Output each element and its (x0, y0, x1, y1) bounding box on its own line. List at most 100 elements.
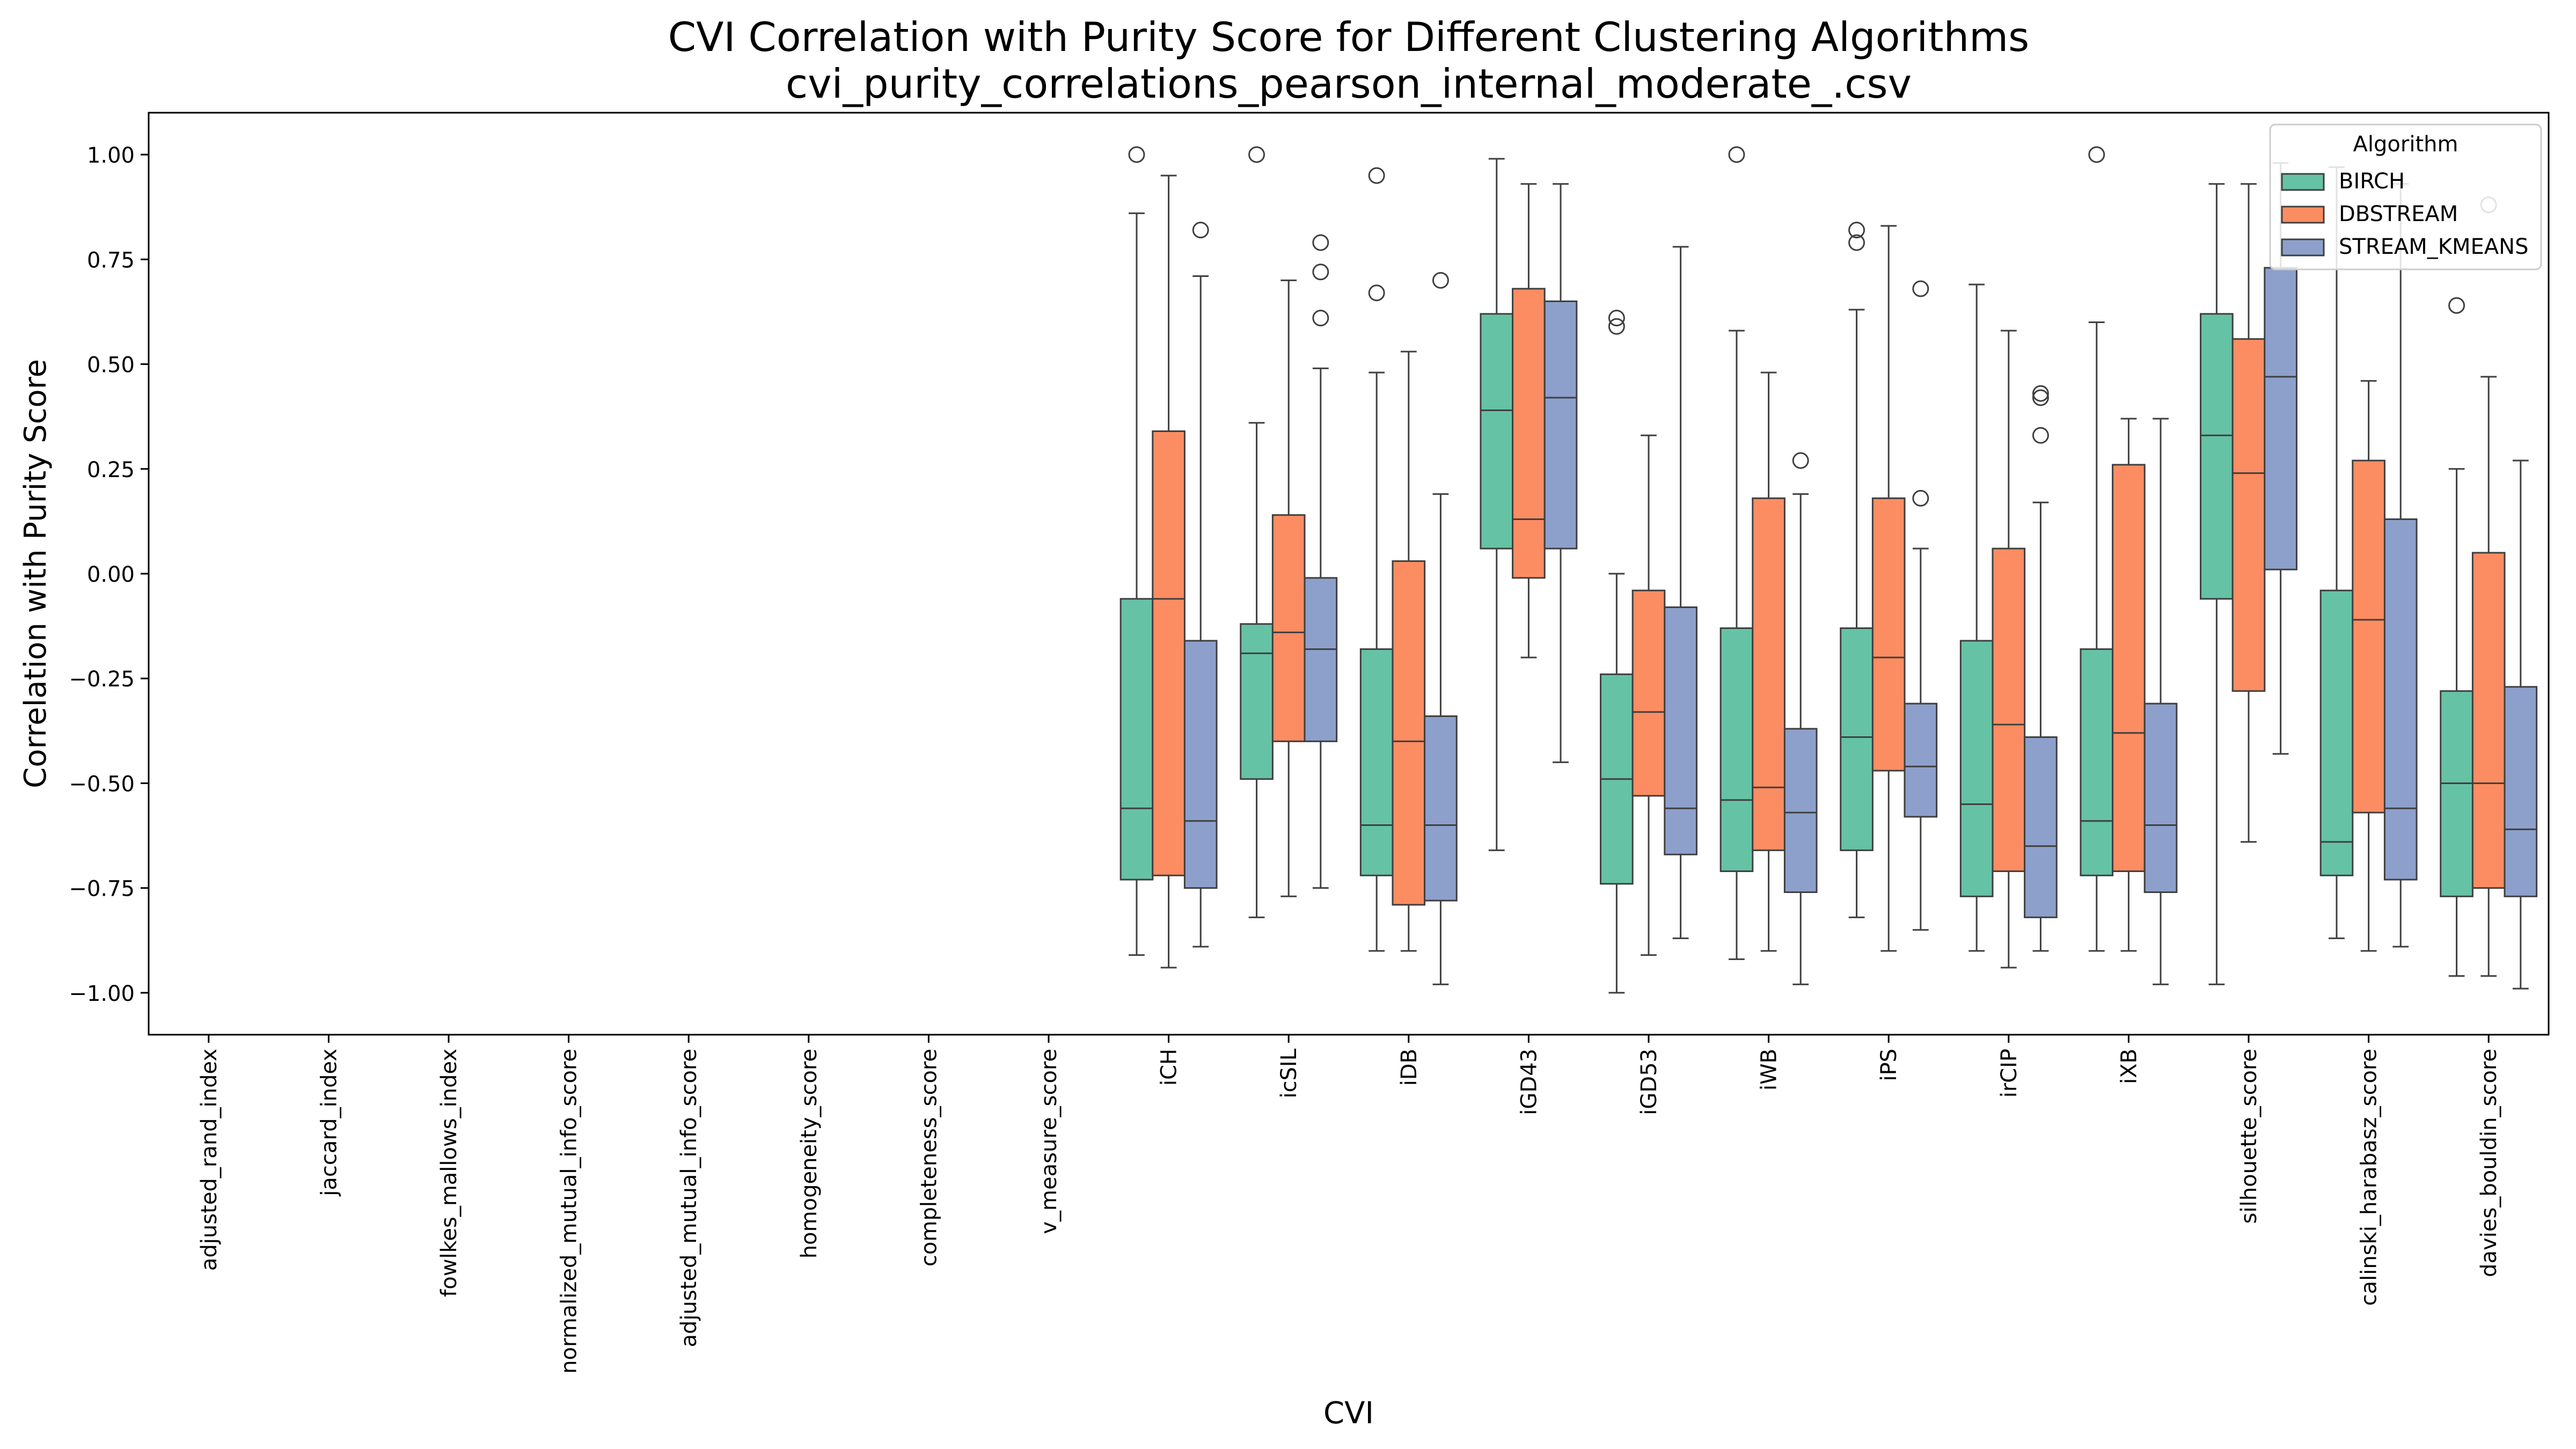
box-iqr (2504, 686, 2538, 897)
box-iqr (1480, 313, 1514, 550)
box-iqr (1183, 640, 1218, 889)
outlier-point (1848, 222, 1865, 239)
chart-title: CVI Correlation with Purity Score for Di… (668, 13, 2030, 61)
x-tick-label: iDB (1397, 1049, 1422, 1086)
legend-frame (2269, 123, 2542, 270)
y-tick-label: 0.00 (87, 562, 135, 587)
box-birch (2319, 166, 2354, 939)
box-dbstream (1631, 434, 1666, 956)
box-dbstream (2352, 380, 2385, 952)
x-tick-label: iPS (1877, 1049, 1901, 1081)
box-iqr (2264, 267, 2297, 570)
box-iqr (2080, 648, 2114, 876)
outlier-point (1792, 452, 1809, 469)
outlier-point (1312, 234, 1329, 251)
x-tick-label: irCIP (1997, 1049, 2022, 1097)
box-dbstream (2471, 196, 2506, 977)
box-dbstream (2231, 183, 2266, 843)
x-tick-label: normalized_mutual_info_score (557, 1049, 582, 1374)
box-birch (2200, 183, 2234, 985)
box-iqr (2143, 702, 2178, 893)
legend-label: BIRCH (2339, 169, 2405, 194)
outlier-point (1368, 284, 1385, 302)
box-stream-kmeans (2143, 418, 2178, 985)
outlier-point (1848, 234, 1865, 251)
box-iqr (1631, 589, 1666, 797)
box-stream-kmeans (1783, 452, 1818, 985)
chart-subtitle: cvi_purity_correlations_pearson_internal… (786, 60, 1912, 107)
x-tick-label: iWB (1757, 1049, 1782, 1091)
x-tick-label: fowlkes_mallows_index (437, 1049, 462, 1297)
y-axis-label: Correlation with Purity Score (18, 359, 53, 788)
x-axis-label: CVI (1323, 1396, 1374, 1431)
outlier-point (2032, 385, 2049, 402)
outlier-point (1608, 310, 1625, 327)
box-stream-kmeans (2024, 385, 2058, 952)
box-iqr (1271, 514, 1306, 742)
box-birch (1119, 146, 1154, 956)
outlier-point (1248, 146, 1265, 163)
plot-area: −1.00 −0.75 −0.50 −0.25 0.00 0.25 0.50 0.75 1.00… (69, 143, 2538, 1374)
box-birch (1959, 283, 1994, 952)
axes-frame (148, 112, 2550, 1036)
x-tick-label: adjusted_rand_index (197, 1049, 222, 1271)
box-dbstream (1392, 350, 1426, 952)
box-iqr (1783, 728, 1818, 893)
x-tick-label: icSIL (1277, 1048, 1301, 1098)
box-dbstream (1271, 279, 1306, 897)
box-iqr (1359, 648, 1394, 876)
box-stream-kmeans (1904, 280, 1938, 931)
y-tick-label: 0.25 (87, 458, 135, 482)
box-dbstream (1512, 183, 1546, 658)
x-tick-label: iGD53 (1637, 1049, 1662, 1115)
box-dbstream (1992, 330, 2026, 969)
box-iqr (1392, 560, 1426, 906)
outlier-point (1128, 146, 1145, 163)
box-iqr (2440, 690, 2473, 897)
x-tick-label: v_measure_score (1037, 1049, 1062, 1234)
box-birch (2440, 297, 2473, 977)
box-iqr (1719, 627, 1754, 872)
y-tick-label: −0.50 (69, 772, 135, 796)
box-birch (1719, 146, 1754, 960)
legend: Algorithm BIRCH DBSTREAM STREAM_KMEANS (2269, 123, 2542, 270)
legend-title: Algorithm (2353, 132, 2458, 157)
box-iqr (1152, 430, 1185, 876)
box-iqr (1240, 623, 1274, 780)
outlier-point (1608, 318, 1625, 335)
box-iqr (1512, 288, 1546, 579)
box-dbstream (1871, 225, 1906, 952)
box-birch (1240, 146, 1274, 918)
box-stream-kmeans (1183, 222, 1218, 948)
box-dbstream (2112, 418, 2146, 952)
outlier-point (1432, 272, 1449, 289)
x-tick-label: jaccard_index (317, 1049, 341, 1197)
outlier-point (1312, 310, 1329, 327)
outlier-point (1368, 167, 1385, 184)
y-tick-label: −0.25 (69, 667, 135, 692)
box-stream-kmeans (1543, 183, 1578, 763)
box-stream-kmeans (2504, 459, 2538, 990)
outlier-point (2032, 389, 2049, 406)
x-tick-label: iCH (1157, 1049, 1182, 1086)
box-iqr (2471, 552, 2506, 889)
box-iqr (1959, 640, 1994, 897)
box-iqr (2319, 589, 2354, 876)
box-iqr (1752, 497, 1785, 851)
legend-swatch-dbstream (2281, 206, 2325, 224)
box-birch (1840, 222, 1874, 918)
x-tick-label: iGD43 (1517, 1049, 1541, 1115)
box-dbstream (1752, 371, 1785, 952)
box-iqr (2200, 313, 2234, 600)
legend-swatch-birch (2281, 173, 2325, 191)
box-iqr (1664, 606, 1697, 855)
outlier-point (1912, 280, 1929, 297)
y-tick-label: 0.50 (87, 353, 135, 378)
x-tick-label: calinski_harabasz_score (2357, 1049, 2382, 1306)
legend-swatch-stream-kmeans (2281, 238, 2325, 257)
outlier-point (2088, 146, 2105, 163)
x-tick-label: adjusted_mutual_info_score (677, 1049, 701, 1347)
box-iqr (2112, 464, 2146, 872)
x-tick-label: silhouette_score (2237, 1049, 2262, 1224)
